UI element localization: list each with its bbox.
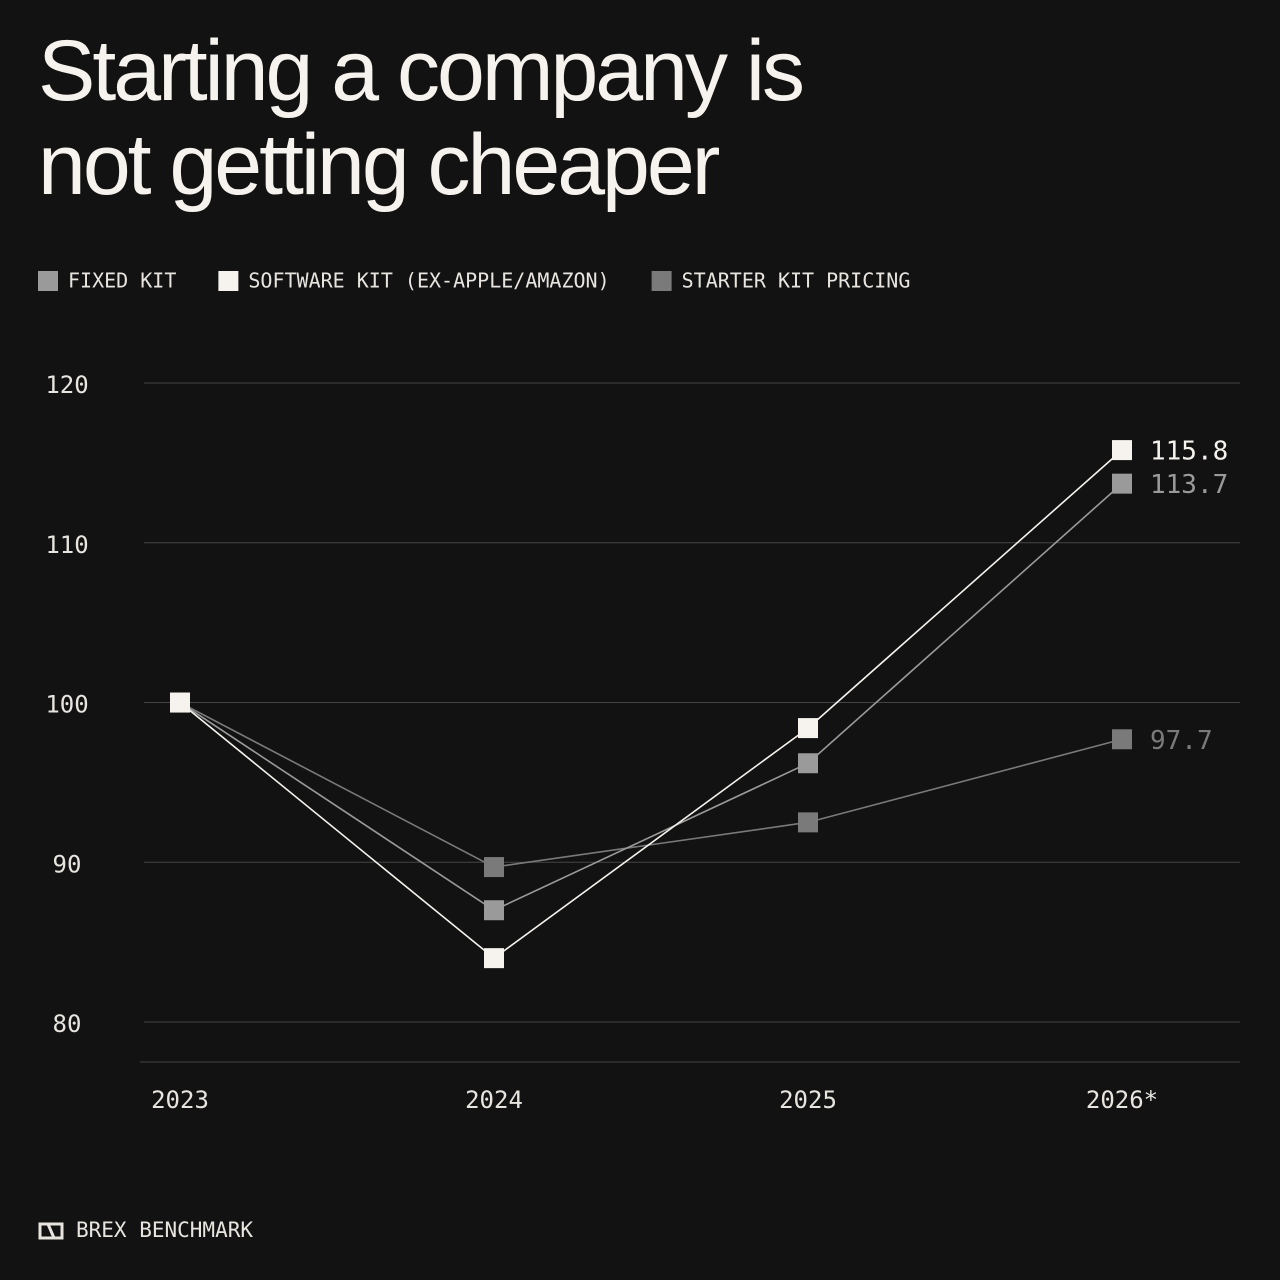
y-tick-label: 80 [53,1010,82,1038]
legend-label: SOFTWARE KIT (EX-APPLE/AMAZON) [248,269,609,293]
legend-swatch [218,271,239,291]
data-point [798,812,818,833]
legend-label: STARTER KIT PRICING [682,269,911,293]
legend-swatch [38,271,58,291]
data-point [1112,729,1132,750]
y-tick-label: 110 [45,531,88,559]
data-point [1112,440,1132,461]
x-tick-label: 2023 [151,1086,209,1114]
data-point [1112,473,1132,494]
chart-title: Starting a company is not getting cheape… [38,23,805,213]
data-point [798,718,818,739]
y-tick-label: 120 [45,371,88,399]
series-line [179,701,1123,868]
footer-logo [38,1222,64,1240]
x-tick-label: 2024 [465,1086,523,1114]
data-point [484,857,504,878]
value-label: 97.7 [1150,726,1213,756]
data-point [798,753,818,774]
footer: BREX BENCHMARK [76,1218,253,1242]
data-point [170,692,190,713]
y-tick-label: 90 [53,850,82,878]
x-tick-label: 2026* [1086,1086,1158,1114]
legend-label: FIXED KIT [68,269,176,293]
data-point [484,948,504,969]
value-label: 115.8 [1150,437,1228,467]
y-tick-label: 100 [45,691,88,719]
legend-swatch [651,271,672,291]
value-label: 113.7 [1150,470,1228,500]
series-line [179,449,1123,960]
x-tick-label: 2025 [779,1086,837,1114]
series-line [179,483,1123,912]
data-point [484,900,504,921]
